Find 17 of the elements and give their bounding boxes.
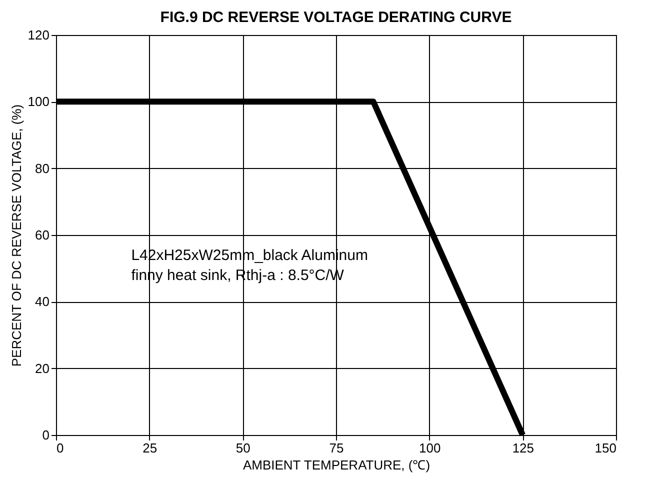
y-tick-label: 120 (28, 28, 50, 42)
y-axis-title: PERCENT OF DC REVERSE VOLTAGE, (%) (8, 104, 24, 367)
x-axis-title: AMBIENT TEMPERATURE, (℃) (242, 458, 430, 472)
y-tick-label: 80 (35, 160, 50, 176)
y-tick-label: 0 (42, 428, 50, 442)
x-tick-label: 100 (418, 440, 441, 456)
y-tick-label: 60 (35, 228, 50, 242)
x-tick-label: 125 (512, 440, 534, 456)
y-tick-label: 40 (35, 294, 50, 310)
x-tick-label: 25 (142, 440, 158, 456)
chart-title: FIG.9 DC REVERSE VOLTAGE DERATING CURVE (160, 9, 512, 26)
x-tick-label: 75 (329, 440, 344, 456)
x-tick-label: 50 (236, 440, 250, 456)
y-tick-label: 100 (28, 94, 50, 110)
x-tick-label: 0 (56, 440, 64, 456)
y-tick-label: 20 (35, 360, 50, 376)
x-tick-label: 150 (594, 440, 616, 456)
